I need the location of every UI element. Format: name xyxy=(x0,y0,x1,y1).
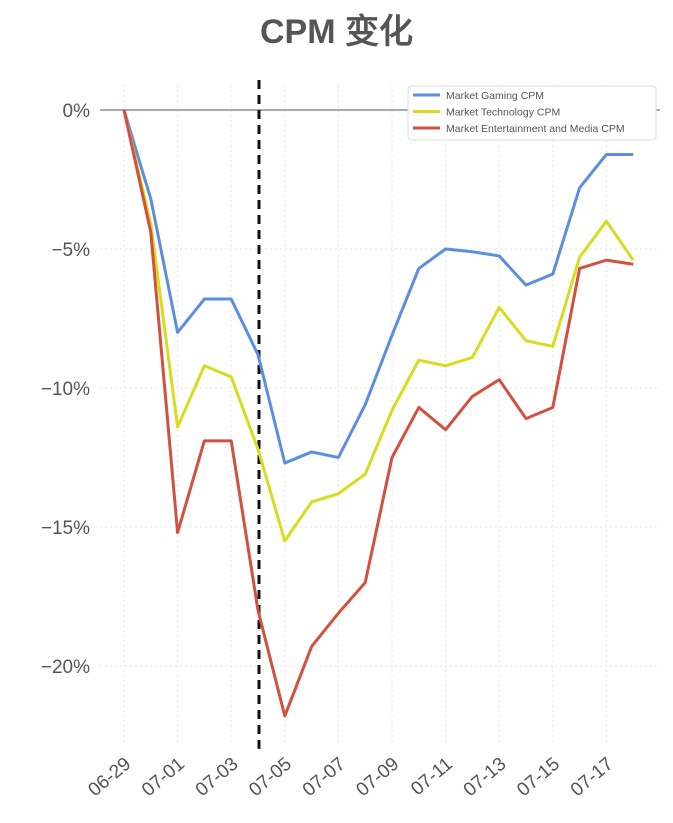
grid xyxy=(100,84,658,744)
y-tick-label: 0% xyxy=(63,101,91,122)
x-tick-label: 06-29 xyxy=(84,754,135,801)
x-tick-label: 07-11 xyxy=(407,754,457,800)
chart-title: CPM 变化 xyxy=(260,13,413,51)
x-tick-label: 07-09 xyxy=(352,754,403,801)
y-tick-label: −10% xyxy=(41,379,90,400)
axes: 06-29 07-01 07-03 07-05 07-07 07-09 07-11 07-13… xyxy=(41,80,660,801)
x-tick-label: 07-01 xyxy=(138,754,189,801)
x-tick-label: 07-13 xyxy=(460,754,511,801)
series-line-1 xyxy=(122,109,635,543)
x-tick-label: 07-17 xyxy=(567,754,618,801)
x-tick-label: 07-07 xyxy=(299,754,350,801)
y-tick-label: −5% xyxy=(51,240,90,261)
y-tick-label: −20% xyxy=(41,657,90,678)
series-line-2 xyxy=(122,109,634,718)
x-tick-label: 07-03 xyxy=(192,754,243,801)
y-tick-label: −15% xyxy=(41,518,90,539)
legend-label: Market Entertainment and Media CPM xyxy=(446,123,625,135)
legend-box xyxy=(407,85,657,141)
series-line-0 xyxy=(122,109,634,465)
x-tick-label: 07-15 xyxy=(513,754,564,801)
series-lines xyxy=(122,109,635,718)
legend: Market Gaming CPM Market Technology CPM Ma… xyxy=(407,85,657,141)
legend-label: Market Gaming CPM xyxy=(446,90,544,102)
legend-label: Market Technology CPM xyxy=(446,107,560,119)
x-tick-label: 07-05 xyxy=(245,754,296,801)
